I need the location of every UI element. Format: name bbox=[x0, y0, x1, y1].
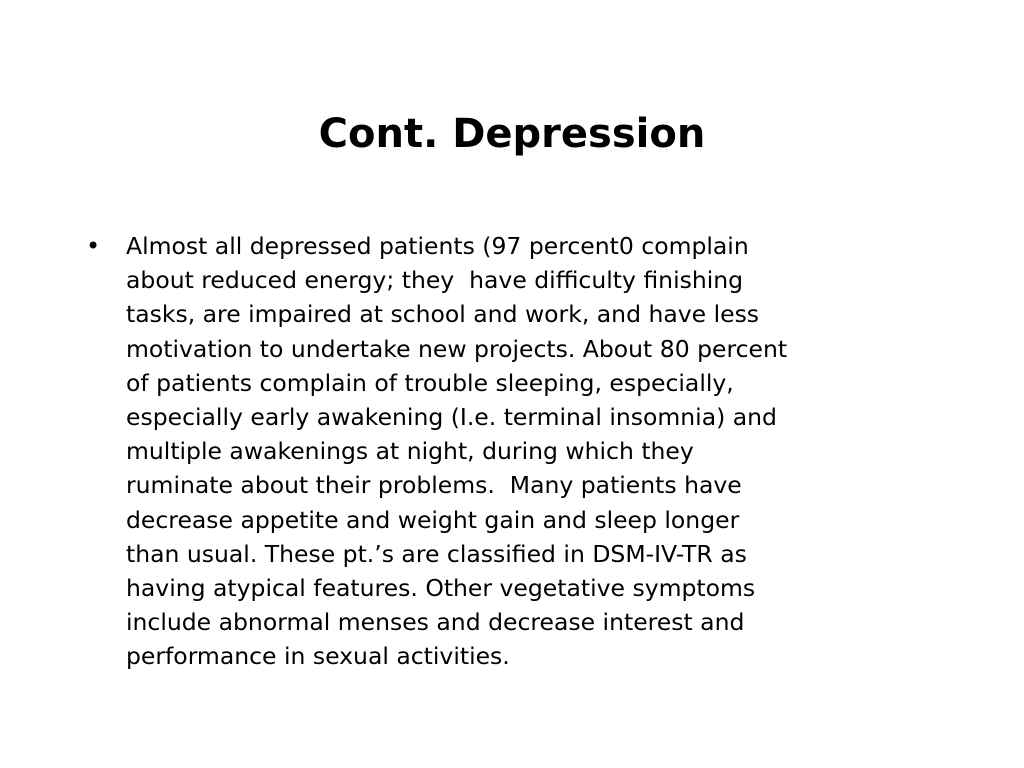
text-line: especially early awakening (I.e. termina… bbox=[126, 403, 777, 432]
text-line: having atypical features. Other vegetati… bbox=[126, 574, 756, 603]
text-line: than usual. These pt.’s are classified i… bbox=[126, 539, 747, 568]
text-line: ruminate about their problems. Many pati… bbox=[126, 471, 742, 500]
text-line: performance in sexual activities. bbox=[126, 642, 510, 671]
text-line: decrease appetite and weight gain and sl… bbox=[126, 505, 740, 534]
slide-title: Cont. Depression bbox=[318, 111, 706, 157]
text-line: multiple awakenings at night, during whi… bbox=[126, 437, 694, 466]
bullet-text: Almost all depressed patients (97 percen… bbox=[126, 229, 946, 674]
text-line: Almost all depressed patients (97 percen… bbox=[126, 232, 749, 260]
text-line: about reduced energy; they have difficul… bbox=[126, 266, 744, 295]
bullet-point-icon: • bbox=[86, 232, 101, 260]
bullet-item: • Almost all depressed patients (97 perc… bbox=[84, 229, 946, 674]
bullet-list: • Almost all depressed patients (97 perc… bbox=[84, 229, 946, 674]
text-line: tasks, are impaired at school and work, … bbox=[126, 300, 760, 329]
text-line: include abnormal menses and decrease int… bbox=[126, 608, 745, 637]
text-line: of patients complain of trouble sleeping… bbox=[126, 368, 734, 397]
text-line: motivation to undertake new projects. Ab… bbox=[126, 334, 788, 363]
